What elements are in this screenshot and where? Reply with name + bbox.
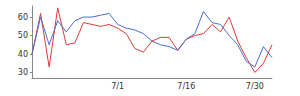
- svg-text:7/30: 7/30: [246, 82, 264, 91]
- svg-text:30: 30: [18, 68, 28, 77]
- svg-text:50: 50: [18, 31, 28, 40]
- svg-text:60: 60: [18, 13, 28, 22]
- svg-text:7/1: 7/1: [111, 82, 124, 91]
- svg-text:7/16: 7/16: [177, 82, 195, 91]
- svg-text:40: 40: [18, 50, 28, 59]
